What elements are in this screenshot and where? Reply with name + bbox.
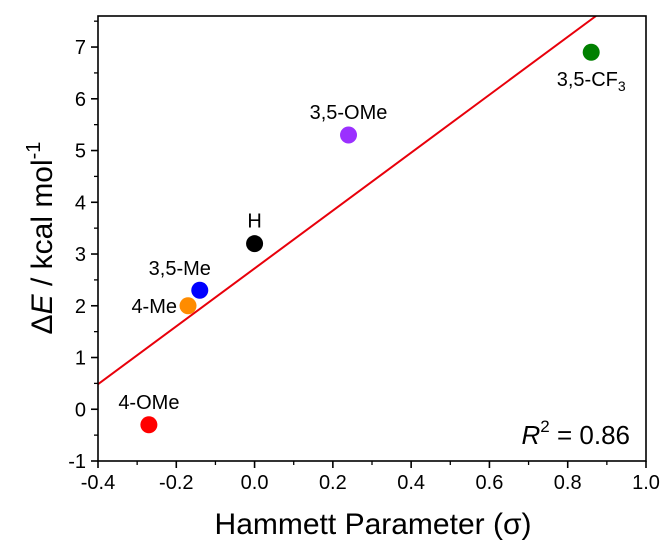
point-label-text-1: 4-Me: [131, 296, 177, 318]
point-label-text-0: 4-OMe: [118, 392, 179, 414]
y-tick-label-5: 4: [75, 192, 86, 214]
point-label-1: 4-Me: [131, 296, 177, 318]
point-label-text-4: 3,5-OMe: [310, 102, 388, 124]
tick-layer: -0.4 -0.2 0.0 0.2 0.4 0.6 0.8 1.0 -1 0 1 2 3 4 5 6 7: [68, 20, 660, 494]
y-axis-title: ΔE / kcal mol-1: [23, 142, 59, 335]
r-squared-variable: R: [522, 420, 541, 450]
point-label-2: 3,5-Me: [149, 258, 211, 280]
x-tick-label-3: 0.2: [319, 472, 347, 494]
point-label-subscript-5: 3: [618, 78, 626, 94]
y-axis-title-delta: Δ: [26, 314, 59, 334]
y-tick-label-6: 5: [75, 141, 86, 163]
point-label-0: 4-OMe: [118, 392, 179, 414]
point-label-4: 3,5-OMe: [310, 102, 388, 124]
x-tick-label-5: 0.6: [476, 472, 504, 494]
point-label-3: H: [247, 211, 261, 233]
data-point-3: [246, 235, 264, 253]
x-tick-label-6: 0.8: [554, 472, 582, 494]
y-tick-label-7: 6: [75, 89, 86, 111]
point-label-text-2: 3,5-Me: [149, 258, 211, 280]
y-tick-label-3: 2: [75, 296, 86, 318]
y-tick-label-2: 1: [75, 348, 86, 370]
x-tick-label-2: 0.0: [241, 472, 269, 494]
y-axis-title-variable: E: [26, 293, 59, 314]
r-squared-superscript: 2: [540, 417, 549, 436]
point-label-layer: 4-OMe 4-Me 3,5-Me H 3,5-OMe 3,5-CF3: [118, 69, 626, 414]
x-tick-label-7: 1.0: [632, 472, 660, 494]
y-tick-label-4: 3: [75, 244, 86, 266]
x-axis-title: Hammett Parameter (σ): [215, 508, 532, 541]
x-tick-label-4: 0.4: [397, 472, 425, 494]
x-tick-label-1: -0.2: [159, 472, 193, 494]
data-point-5: [582, 43, 600, 61]
data-point-0: [140, 416, 158, 434]
y-tick-label-8: 7: [75, 37, 86, 59]
data-point-1: [179, 297, 197, 315]
x-tick-label-0: -0.4: [81, 472, 115, 494]
point-label-text-3: H: [247, 211, 261, 233]
data-point-2: [191, 281, 209, 299]
data-point-4: [340, 126, 358, 144]
point-label-text-5: 3,5-CF: [557, 69, 618, 91]
fit-line: [98, 16, 597, 386]
r-squared-annotation: R2 = 0.86: [522, 417, 630, 450]
point-label-5: 3,5-CF3: [557, 69, 626, 94]
y-tick-label-1: 0: [75, 399, 86, 421]
r-squared-value: = 0.86: [550, 420, 630, 450]
y-axis-title-superscript: -1: [23, 142, 45, 160]
y-axis-title-units: / kcal mol: [26, 159, 59, 294]
y-tick-label-0: -1: [68, 451, 86, 473]
